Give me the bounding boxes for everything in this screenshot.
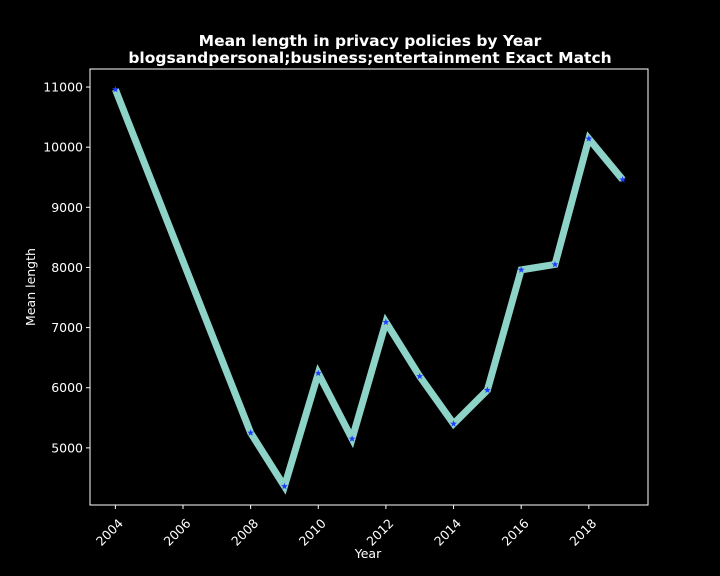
- x-axis-label: Year: [354, 546, 382, 561]
- data-point-marker: [585, 135, 593, 142]
- plot-area: [89, 68, 649, 506]
- data-point-marker: [450, 420, 457, 427]
- data-point-marker: [348, 435, 356, 442]
- y-tick-label: 9000: [51, 200, 83, 215]
- series-layer: [111, 85, 627, 495]
- chart-title-line-1: Mean length in privacy policies by Year: [199, 32, 542, 50]
- data-point-marker: [247, 429, 255, 436]
- y-tick-label: 5000: [51, 440, 83, 455]
- y-axis-label: Mean length: [23, 248, 38, 326]
- y-tick-label: 8000: [51, 260, 83, 275]
- y-tick-label: 11000: [43, 80, 83, 95]
- data-point-marker: [111, 85, 119, 93]
- data-point-marker: [551, 260, 559, 268]
- data-point-marker: [314, 369, 322, 377]
- data-point-marker: [517, 266, 525, 273]
- chart-title-line-2: blogsandpersonal;business;entertainment …: [128, 49, 611, 67]
- data-point-marker: [416, 372, 424, 380]
- y-tick-label: 10000: [43, 140, 83, 155]
- data-point-marker: [619, 176, 627, 183]
- y-tick-label: 7000: [51, 320, 83, 335]
- data-point-marker: [382, 318, 390, 326]
- y-axis: 5000 6000 7000 8000 9000 10000 11000: [43, 80, 90, 455]
- y-tick-label: 6000: [51, 380, 83, 395]
- data-point-marker: [281, 482, 288, 490]
- data-point-marker: [483, 386, 491, 394]
